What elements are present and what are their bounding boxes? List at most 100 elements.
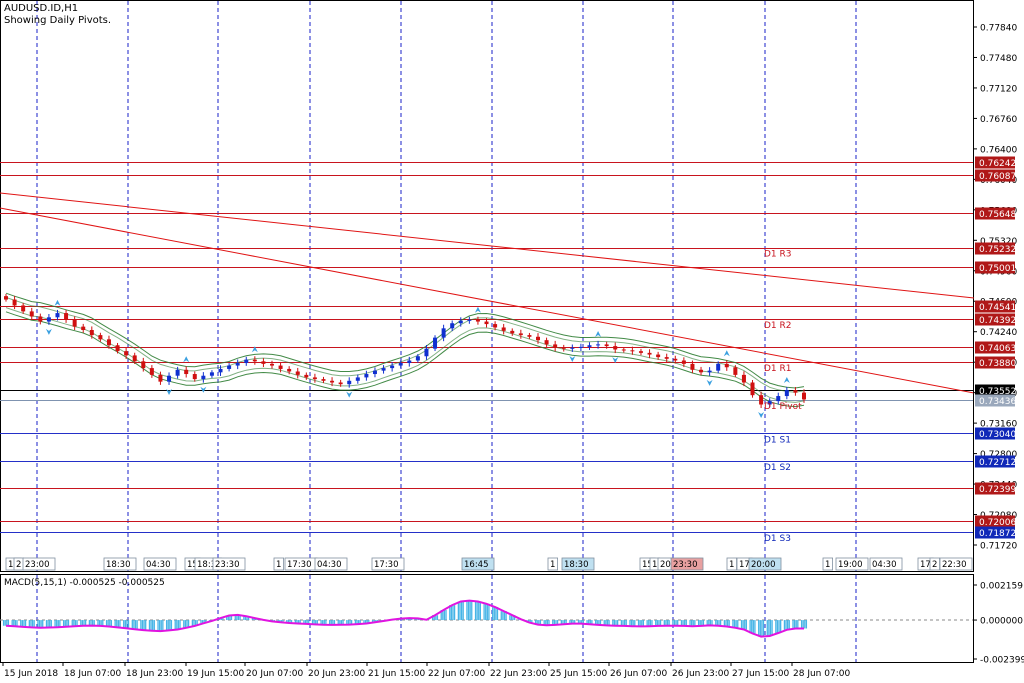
trendline-long[interactable] [0,192,975,299]
candle-body[interactable] [467,319,472,321]
candle-body[interactable] [227,365,232,369]
candle-body[interactable] [690,363,695,370]
candle-body[interactable] [699,369,704,373]
candle-body[interactable] [510,330,515,334]
candle-body[interactable] [784,390,789,397]
candle-body[interactable] [372,370,377,375]
candle-body[interactable] [29,311,34,317]
candle-body[interactable] [89,330,94,336]
candle-body[interactable] [707,370,712,373]
candle-body[interactable] [141,361,146,369]
candle-body[interactable] [630,350,635,352]
candle-body[interactable] [21,305,26,312]
candle-body[interactable] [647,352,652,355]
candle-body[interactable] [106,339,111,346]
candle-body[interactable] [716,363,721,371]
candle-body[interactable] [578,346,583,348]
candle-body[interactable] [184,369,189,375]
candle-body[interactable] [750,382,755,396]
candle-body[interactable] [321,379,326,381]
candle-body[interactable] [252,359,257,362]
candle-body[interactable] [72,319,77,327]
candle-body[interactable] [201,375,206,380]
candle-body[interactable] [330,380,335,383]
candle-body[interactable] [733,367,738,375]
candle-body[interactable] [793,390,798,393]
candle-body[interactable] [149,368,154,375]
candle-body[interactable] [124,351,129,356]
candle-body[interactable] [98,335,103,340]
candle-body[interactable] [398,363,403,366]
candle-body[interactable] [64,313,69,320]
candle-body[interactable] [209,372,214,376]
candle-body[interactable] [132,355,137,362]
candle-body[interactable] [673,358,678,361]
candle-body[interactable] [390,365,395,369]
candle-body[interactable] [536,336,540,341]
candle-body[interactable] [759,395,764,405]
candle-body[interactable] [458,320,463,324]
candle-body[interactable] [338,382,343,385]
candle-body[interactable] [493,324,498,328]
candle-body[interactable] [218,368,223,373]
candle-body[interactable] [621,349,626,351]
candle-body[interactable] [441,328,446,338]
candle-body[interactable] [587,345,592,347]
candle-body[interactable] [776,396,781,402]
candle-body[interactable] [570,347,575,349]
candle-body[interactable] [553,344,558,348]
candle-body[interactable] [175,369,180,376]
candle-body[interactable] [407,360,412,364]
candle-body[interactable] [596,344,601,346]
candle-body[interactable] [4,296,8,300]
candle-body[interactable] [802,392,806,400]
candle-body[interactable] [613,346,618,350]
candle-body[interactable] [81,326,86,331]
candle-body[interactable] [355,377,360,381]
candle-body[interactable] [656,354,661,358]
candle-body[interactable] [158,374,163,382]
candle-body[interactable] [287,368,292,372]
candle-body[interactable] [450,323,455,329]
candle-body[interactable] [664,357,669,359]
candle-body[interactable] [415,356,420,361]
candle-body[interactable] [270,363,274,366]
candle-body[interactable] [741,374,746,383]
candle-body[interactable] [424,348,429,357]
candle-body[interactable] [724,363,729,368]
candle-body[interactable] [475,319,480,322]
candle-body[interactable] [518,333,523,336]
candle-body[interactable] [12,299,17,306]
candle-body[interactable] [604,344,609,347]
candle-body[interactable] [46,317,51,322]
candle-body[interactable] [278,365,283,369]
candle-body[interactable] [767,401,772,405]
candle-body[interactable] [244,359,249,364]
candle-body[interactable] [115,345,120,352]
candle-body[interactable] [38,316,43,322]
candle-body[interactable] [304,374,309,378]
candle-body[interactable] [544,340,549,345]
candle-body[interactable] [433,337,438,349]
candle-body[interactable] [638,351,643,353]
level-tag-bg [975,169,1015,182]
candle-body[interactable] [312,377,317,380]
price-tick-label: 0.71720 [980,542,1017,552]
macd-tick-label: 0.002159 [980,582,1023,592]
candle-body[interactable] [347,380,352,385]
candle-body[interactable] [55,313,60,318]
candle-body[interactable] [295,371,300,375]
candle-body[interactable] [381,368,386,371]
candle-body[interactable] [527,335,532,337]
trendline-short[interactable] [0,207,975,394]
candle-body[interactable] [484,321,489,325]
candle-body[interactable] [501,327,506,331]
candle-body[interactable] [364,374,369,378]
candle-body[interactable] [261,361,266,364]
candle-body[interactable] [681,360,686,364]
candle-body[interactable] [167,375,172,382]
candle-body[interactable] [192,374,197,380]
candle-body[interactable] [561,347,566,349]
candle-body[interactable] [235,363,240,366]
